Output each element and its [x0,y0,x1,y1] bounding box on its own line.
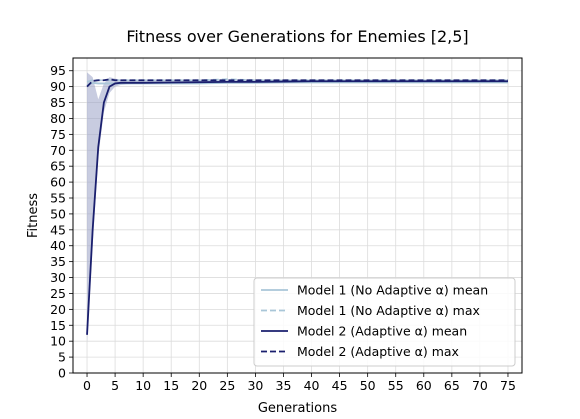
series-line-3 [86,80,508,335]
x-tick-label: 65 [444,378,460,393]
y-tick-label: 35 [50,254,66,269]
y-tick-label: 0 [58,366,66,381]
x-tick-label: 70 [472,378,488,393]
y-tick-label: 50 [50,206,66,221]
x-tick-label: 50 [360,378,376,393]
x-tick-label: 10 [135,378,151,393]
y-tick-label: 10 [50,334,66,349]
legend-label: Model 2 (Adaptive α) mean [297,324,467,339]
x-tick-label: 55 [388,378,404,393]
y-tick-label: 5 [58,350,66,365]
y-tick-label: 85 [50,95,66,110]
x-tick-label: 60 [416,378,432,393]
x-tick-label: 35 [276,378,292,393]
legend-label: Model 2 (Adaptive α) max [297,344,459,359]
x-tick-label: 75 [500,378,516,393]
legend: Model 1 (No Adaptive α) mean Model 1 (No … [253,277,516,367]
x-tick-label: 45 [332,378,348,393]
y-axis-label: Fitness [26,193,41,238]
y-tick-label: 20 [50,302,66,317]
y-tick-label: 45 [50,222,66,237]
y-tick-label: 55 [50,191,66,206]
x-tick-label: 0 [83,378,91,393]
plot-frame [72,57,523,374]
y-tick-label: 95 [50,63,66,78]
y-tick-label: 30 [50,270,66,285]
y-tick-label: 40 [50,238,66,253]
x-tick-label: 5 [111,378,119,393]
chart-title: Fitness over Generations for Enemies [2,… [126,27,468,46]
y-tick-label: 75 [50,127,66,142]
legend-box [253,277,516,367]
legend-label: Model 1 (No Adaptive α) max [297,303,480,318]
x-tick-label: 25 [219,378,235,393]
y-tick-label: 80 [50,111,66,126]
x-axis-ticks: 0 5 10 15 20 25 30 35 40 45 50 55 60 65 70 75 [83,373,516,393]
legend-label: Model 1 (No Adaptive α) mean [297,283,488,298]
x-axis-label: Generations [258,401,338,416]
y-tick-label: 15 [50,318,66,333]
series-line-1 [86,81,508,86]
y-tick-label: 60 [50,175,66,190]
y-tick-label: 25 [50,286,66,301]
x-tick-label: 20 [191,378,207,393]
y-tick-label: 65 [50,159,66,174]
y-tick-label: 70 [50,143,66,158]
series-line-4 [86,78,508,88]
x-tick-label: 15 [163,378,179,393]
x-tick-label: 40 [304,378,320,393]
x-tick-label: 30 [247,378,263,393]
y-tick-label: 90 [50,79,66,94]
series-layer [86,78,508,335]
